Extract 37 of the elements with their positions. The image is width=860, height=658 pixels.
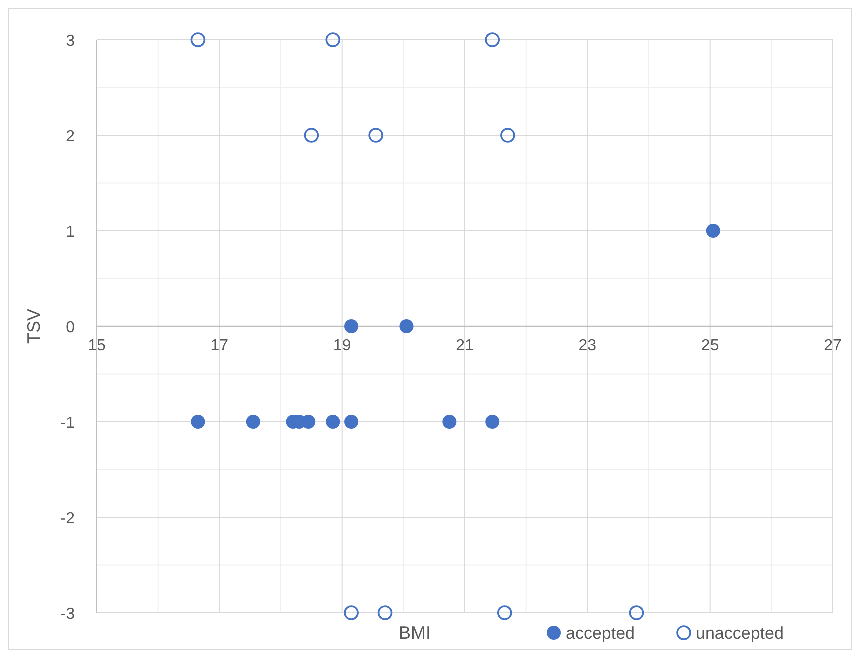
y-tick-label: 1 (66, 224, 76, 241)
y-tick-label: 3 (66, 33, 76, 50)
x-tick-label: 15 (88, 338, 106, 354)
y-tick-label: -3 (60, 606, 76, 623)
point (344, 320, 359, 334)
x-tick-label: 27 (824, 338, 842, 354)
point (326, 32, 341, 48)
x-tick-label: 25 (701, 338, 720, 354)
x-tick-label: 17 (210, 338, 229, 354)
y-tick-label: 2 (66, 128, 76, 146)
point (485, 32, 500, 48)
point (191, 415, 206, 429)
point (326, 415, 340, 429)
point (400, 320, 414, 334)
point (497, 606, 512, 620)
point (629, 606, 644, 620)
x-tick-label: 21 (456, 338, 474, 354)
legend-label: accepted (566, 624, 635, 643)
x-tick-label: 23 (578, 338, 597, 354)
point (304, 128, 320, 143)
y-tick-label: 0 (66, 320, 76, 336)
point (500, 128, 516, 143)
point (378, 606, 393, 620)
point (706, 224, 720, 238)
point (190, 32, 206, 48)
point (344, 606, 359, 620)
point (486, 415, 500, 429)
x-tick-label: 19 (333, 338, 352, 354)
point (344, 415, 359, 429)
y-tick-label: -2 (60, 510, 76, 528)
point (246, 415, 260, 429)
point (442, 415, 457, 429)
y-tick-label: -1 (60, 415, 76, 432)
legend-label: unaccepted (696, 624, 784, 643)
point (368, 128, 384, 143)
y-axis-title: TSV (24, 308, 44, 344)
x-axis-title: BMI (398, 623, 432, 643)
